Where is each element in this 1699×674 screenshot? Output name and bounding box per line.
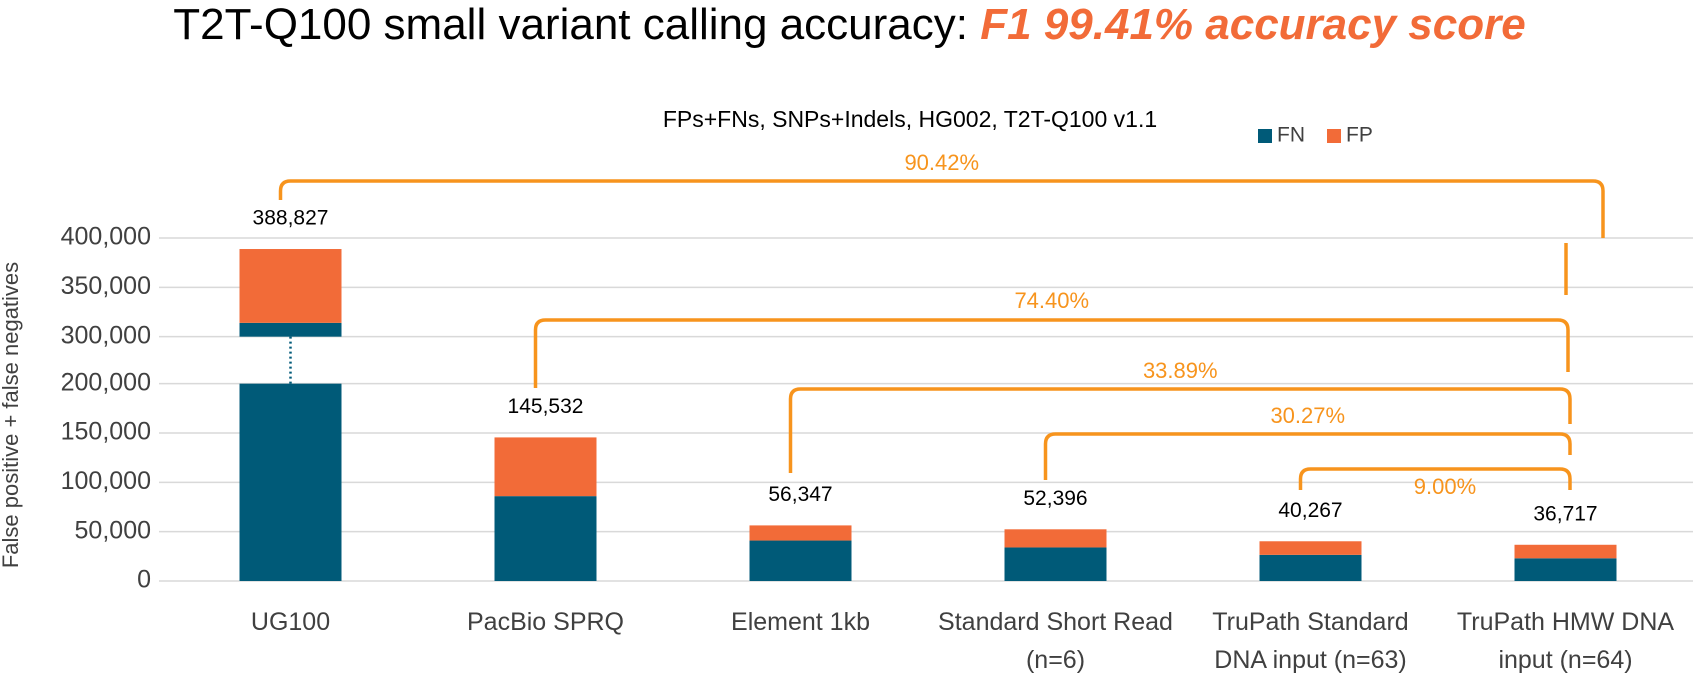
y-tick-label: 350,000	[61, 272, 151, 300]
comparison-bracket	[533, 318, 1570, 388]
y-tick-label: 50,000	[75, 516, 151, 544]
y-tick-label: 300,000	[61, 321, 151, 349]
x-tick-label: Element 1kb	[731, 608, 870, 636]
legend-label: FN	[1277, 124, 1305, 147]
bar-segment	[749, 525, 852, 541]
bar-segment	[1514, 544, 1617, 559]
bar-segment	[239, 322, 342, 337]
bar-segment	[1259, 541, 1362, 555]
comparison-label: 33.89%	[1143, 358, 1218, 383]
bar-segment	[494, 496, 597, 581]
total-label: 52,396	[1023, 487, 1087, 510]
comparison-label: 90.42%	[904, 150, 979, 175]
total-label: 388,827	[253, 207, 329, 230]
total-label: 36,717	[1533, 502, 1597, 525]
bar-segment	[1004, 529, 1107, 548]
y-tick-label: 0	[137, 566, 151, 594]
x-tick-label: TruPath Standard DNA input (n=63)	[1212, 608, 1409, 674]
bar-segment	[1259, 554, 1362, 581]
x-tick-label: PacBio SPRQ	[466, 608, 624, 636]
bar-segment	[1514, 558, 1617, 581]
chart-title: T2T-Q100 small variant calling accuracy:	[173, 0, 981, 49]
comparison-bracket	[1043, 432, 1572, 480]
comparison-bracket	[278, 179, 1605, 238]
chart-subtitle: FPs+FNs, SNPs+Indels, HG002, T2T-Q100 v1…	[663, 106, 1157, 132]
x-tick-label: TruPath HMW DNA input (n=64)	[1456, 608, 1675, 674]
y-tick-label: 100,000	[61, 467, 151, 495]
bar-segment	[239, 383, 342, 581]
comparison-bracket	[788, 387, 1572, 473]
bar-segment	[494, 437, 597, 497]
legend-swatch	[1327, 129, 1341, 143]
x-tick-label: Standard Short Read (n=6)	[938, 608, 1173, 674]
total-label: 40,267	[1278, 499, 1342, 522]
y-tick-label: 200,000	[61, 368, 151, 396]
bar-segment	[749, 540, 852, 581]
title-line: T2T-Q100 small variant calling accuracy:…	[0, 0, 1699, 50]
comparison-label: 74.40%	[1014, 288, 1089, 313]
y-tick-label: 150,000	[61, 418, 151, 446]
y-axis-label: False positive + false negatives	[0, 262, 23, 568]
comparison-label: 9.00%	[1414, 474, 1476, 499]
comparison-label: 30.27%	[1270, 403, 1345, 428]
bar-segment	[1004, 547, 1107, 581]
total-label: 56,347	[768, 483, 832, 506]
title-highlight: F1 99.41% accuracy score	[980, 0, 1526, 49]
bar-segment	[239, 249, 342, 323]
legend-label: FP	[1346, 124, 1373, 147]
total-label: 145,532	[508, 395, 584, 418]
y-tick-label: 400,000	[61, 223, 151, 251]
legend-swatch	[1258, 129, 1272, 143]
comparison-bracket	[1298, 467, 1572, 490]
x-tick-label: UG100	[250, 608, 331, 636]
